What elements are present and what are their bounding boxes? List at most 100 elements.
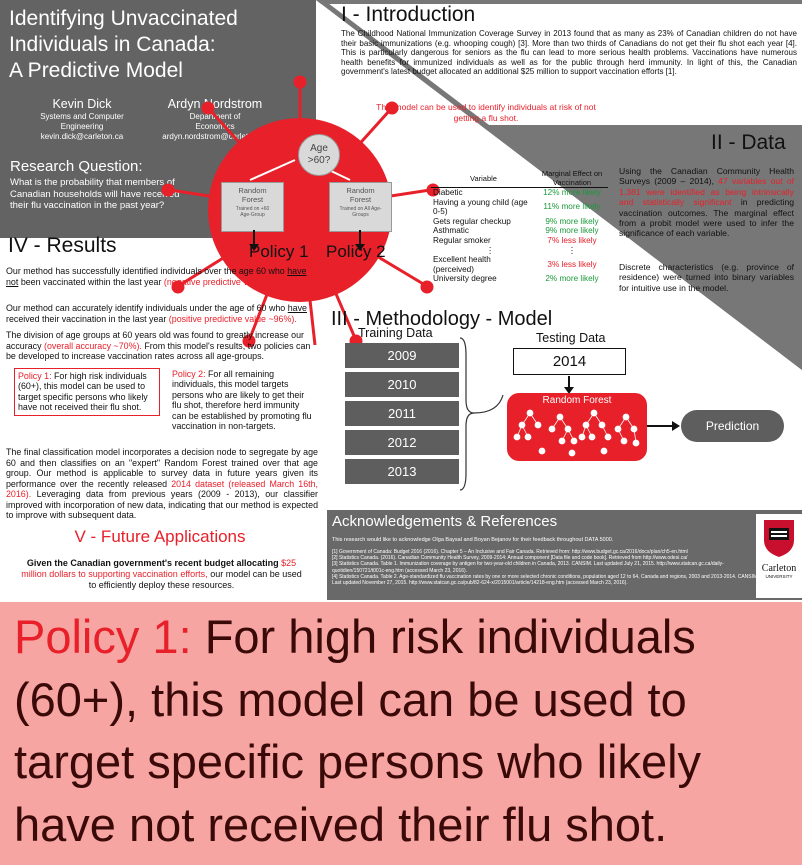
text: been vaccinated within the last year: [20, 276, 162, 287]
cell-effect: 9% more likely: [545, 226, 599, 236]
logo-subtext: UNIVERSITY: [765, 574, 793, 579]
cell-effect: 2% more likely: [545, 274, 599, 284]
training-year-box: 2010: [345, 372, 459, 397]
carleton-crest-icon: [764, 520, 794, 557]
future-heading: V - Future Applications: [74, 527, 246, 546]
data-text-b: in predicting vaccination outcomes. The …: [619, 197, 795, 239]
training-label: Training Data: [358, 326, 433, 340]
table-row: Diabetic 12% more likely: [431, 188, 608, 198]
tree-arrows: [249, 230, 365, 251]
text: The division of age groups at 60 years o…: [6, 330, 304, 351]
rf-sub: Trained on All Age-: [339, 206, 382, 212]
table-row: Regular smoker 7% less likely: [431, 236, 608, 246]
col-variable: Variable: [431, 169, 536, 188]
cell-variable: University degree: [433, 274, 497, 284]
ack-block: [327, 510, 802, 600]
cell-effect: 12% more likely: [543, 188, 601, 197]
cell-effect: 9% more likely: [545, 216, 599, 226]
results-heading: IV - Results: [8, 234, 117, 257]
rf-sub: Trained on +60: [235, 206, 270, 212]
rf-title: Forest: [241, 195, 264, 204]
text: From this model's results, two policies …: [6, 340, 311, 362]
cell-variable: Having a young child (age 0-5): [433, 197, 528, 217]
title-line-3: A Predictive Model: [9, 59, 183, 82]
research-question-text: What is the probability that members of …: [10, 177, 180, 211]
text: our model can be used to efficiently dep…: [88, 569, 302, 590]
cell-variable: Asthmatic: [433, 226, 469, 236]
results-para-3: The division of age groups at 60 years o…: [6, 330, 318, 362]
age-node-line2: >60?: [307, 155, 331, 166]
reference: [2] Statistics Canada. (2016). Canadian …: [332, 555, 688, 562]
poster-title: Identifying Unvaccinated Individuals in …: [9, 6, 309, 84]
overlay-label: Policy 1:: [14, 610, 192, 663]
policy-label: Policy 2:: [172, 369, 206, 379]
rf-sub: Age-Group: [240, 212, 265, 218]
results-para-4: The final classification model incorpora…: [6, 447, 318, 521]
carleton-logo: Carleton UNIVERSITY: [756, 514, 802, 598]
policy-label: Policy 1:: [18, 371, 52, 381]
intro-text: The Childhood National Immunization Cove…: [341, 29, 797, 77]
training-year-box: 2013: [345, 459, 459, 484]
rf-title: Random: [238, 186, 267, 195]
text-underline: have not: [6, 266, 307, 287]
text-underline: have: [287, 303, 307, 313]
cell-effect: 11% more likely: [543, 202, 601, 212]
rf-sub: Groups: [352, 212, 369, 218]
text-highlight: (negative predictive value ~80%).: [163, 276, 296, 287]
ack-thanks: This research would like to acknowledge …: [332, 537, 614, 543]
rf-title: Forest: [349, 195, 372, 204]
methodology-heading: III - Methodology - Model: [331, 308, 553, 330]
text-highlight: 2014 dataset (released March 16th, 2016)…: [6, 478, 318, 500]
text-highlight: $25 million dollars to supporting vaccin…: [21, 558, 297, 579]
table-row: ⋮ ⋮: [431, 246, 608, 256]
virus-graphic: [161, 75, 440, 348]
intro-highlight: This model can be used to identify indiv…: [376, 102, 596, 123]
policy-text: For high risk individuals (60+), this mo…: [18, 371, 148, 413]
marginal-effects-table: Variable Marginal Effect on Vaccination D…: [431, 169, 608, 284]
flow-arrows: [564, 376, 680, 431]
reference: [1] Government of Canada: Budget 2016 (2…: [332, 549, 688, 555]
random-forest-label: Random Forest: [542, 395, 612, 406]
author-name: Ardyn Nordstrom: [167, 97, 263, 111]
logo-text: Carleton: [761, 563, 797, 574]
data-text-2: Discrete characteristics (e.g. province …: [619, 262, 794, 293]
policy-text: For all remaining individuals, this mode…: [172, 369, 312, 432]
col-effect: Marginal Effect on Vaccination: [536, 169, 608, 188]
table-row: Having a young child (age 0-5) 11% more l…: [431, 198, 608, 217]
text: Our method has successfully identified i…: [6, 266, 285, 276]
ack-heading: Acknowledgements & References: [332, 513, 558, 530]
testing-year-box: 2014: [513, 348, 626, 375]
text-highlight: (overall accuracy ~70%).: [43, 340, 142, 351]
data-text: Using the Canadian Community Health Surv…: [619, 166, 794, 239]
policy-1-box: Policy 1: For high risk individuals (60+…: [14, 368, 160, 416]
policy-1-label: Policy 1: [249, 242, 309, 261]
training-year-box: 2011: [345, 401, 459, 426]
cell-effect: 7% less likely: [547, 235, 597, 245]
random-forest-box: [507, 393, 647, 461]
cell-variable: ⋮: [486, 245, 495, 255]
testing-label: Testing Data: [536, 331, 606, 345]
reference: [4] Statistics Canada. Table 2. Age-stan…: [332, 573, 759, 587]
data-text-highlight: 47 variables out of 1,381 were identifie…: [619, 176, 794, 208]
text: Leveraging data from previous years (200…: [6, 489, 319, 520]
text: Given the Canadian government's recent b…: [26, 558, 279, 568]
text-highlight: (positive predictive value ~96%).: [168, 313, 297, 324]
prediction-box: Prediction: [681, 410, 784, 442]
policy-2-box: Policy 2: For all remaining individuals,…: [172, 369, 312, 431]
future-text: Given the Canadian government's recent b…: [20, 558, 303, 591]
text: The final classification model incorpora…: [6, 447, 318, 489]
table-row: University degree 2% more likely: [431, 274, 608, 284]
research-question-heading: Research Question:: [10, 158, 143, 175]
data-text-a: Using the Canadian Community Health Surv…: [619, 166, 794, 187]
policy-2-label: Policy 2: [326, 242, 386, 261]
data-heading: II - Data: [711, 131, 786, 154]
results-para-1: Our method has successfully identified i…: [6, 266, 310, 287]
text: Our method can accurately identify indiv…: [6, 303, 286, 313]
zoom-overlay: [0, 602, 802, 865]
training-year-box: 2009: [345, 343, 459, 368]
author-dept: Systems and Computer Engineering: [40, 112, 124, 131]
zoom-overlay-text: Policy 1: For high risk individuals (60+…: [14, 606, 800, 856]
table-row: Gets regular checkup 9% more likely: [431, 217, 608, 227]
intro-heading: I - Introduction: [341, 3, 476, 26]
author-1: Kevin Dick Systems and Computer Engineer…: [12, 96, 152, 142]
